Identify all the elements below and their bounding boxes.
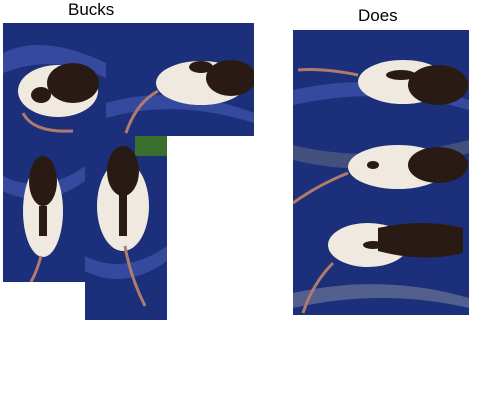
bucks-heading: Bucks <box>68 0 115 19</box>
doe-photo-3 <box>293 213 469 315</box>
buck-photo-1 <box>3 23 106 136</box>
buck-photo-4 <box>85 136 167 320</box>
doe-photo-1 <box>293 30 469 125</box>
does-heading: Does <box>358 6 398 25</box>
doe-photo-2 <box>293 125 469 213</box>
buck-photo-3 <box>3 136 85 282</box>
buck-photo-2 <box>106 23 254 136</box>
